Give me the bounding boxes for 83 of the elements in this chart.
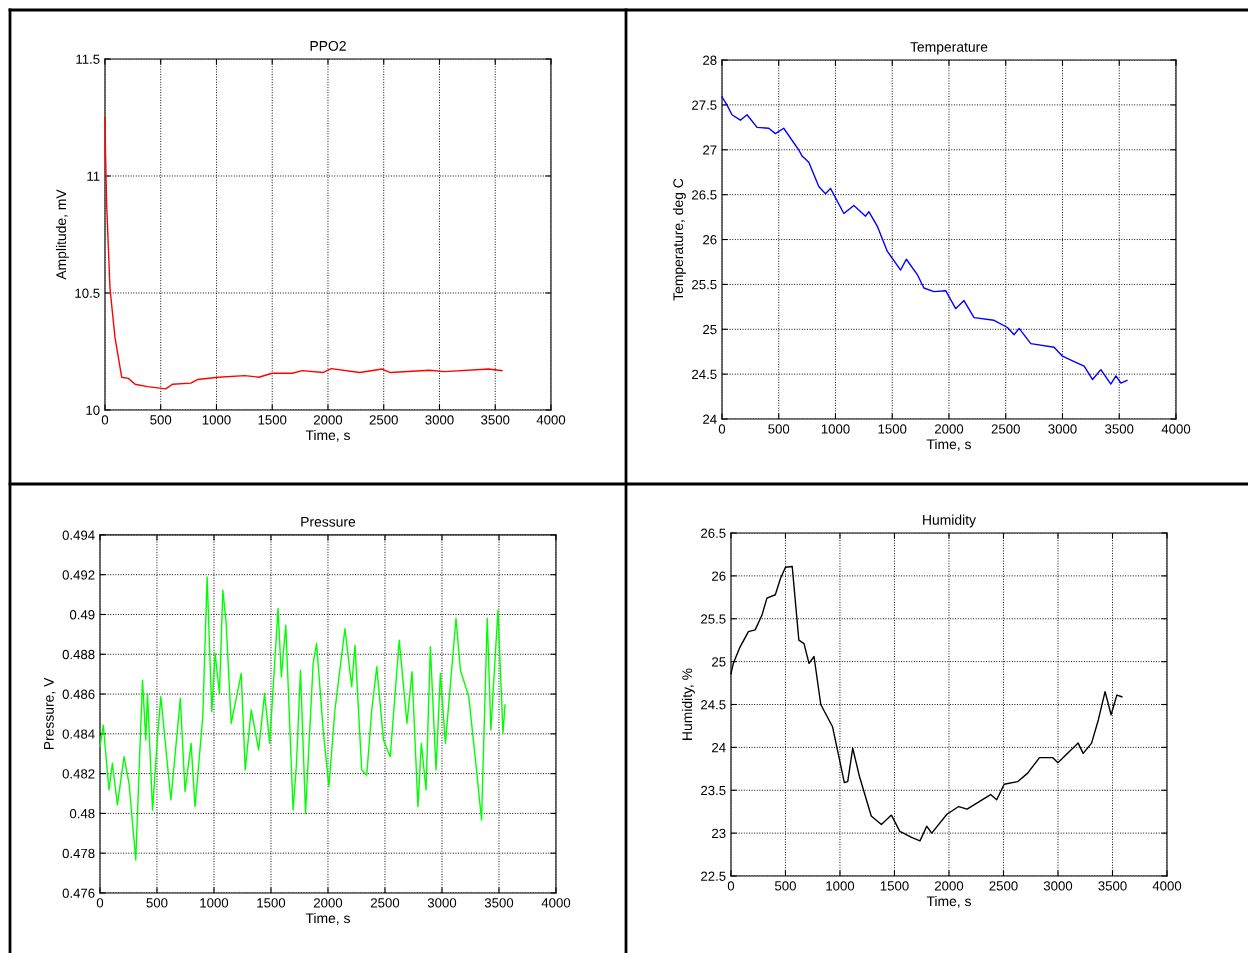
y-tick-label: 0.478 — [62, 848, 95, 859]
x-tick-label: 2500 — [991, 424, 1020, 434]
x-tick-label: 0 — [718, 424, 726, 434]
y-tick-label: 24 — [712, 742, 726, 753]
y-tick-label: 0.486 — [62, 689, 95, 699]
y-tick-label: 0.482 — [62, 769, 95, 779]
x-tick-label: 4000 — [1152, 881, 1182, 891]
y-tick-label: 0.492 — [62, 570, 95, 580]
y-tick-label: 0.476 — [62, 888, 95, 898]
y-tick-label: 24.5 — [701, 700, 726, 710]
y-axis-title: Humidity, % — [681, 668, 695, 740]
y-tick-label: 10.5 — [75, 288, 100, 298]
y-tick-label: 27.5 — [692, 100, 717, 110]
y-tick-label: 24 — [703, 414, 717, 424]
x-tick-label: 500 — [774, 881, 796, 891]
x-tick-label: 2000 — [934, 881, 964, 891]
y-tick-label: 0.494 — [62, 530, 95, 540]
y-tick-label: 11.5 — [76, 54, 100, 64]
y-tick-label: 26.5 — [692, 190, 717, 200]
x-axis-title: Time, s — [305, 912, 350, 925]
x-tick-label: 3000 — [425, 415, 454, 425]
x-tick-label: 1000 — [202, 415, 231, 425]
x-tick-label: 2000 — [934, 424, 964, 434]
x-tick-label: 2500 — [369, 415, 398, 425]
x-tick-label: 3500 — [484, 898, 514, 908]
x-tick-label: 1000 — [200, 898, 229, 908]
line-series — [721, 96, 1128, 385]
chart-title: Temperature — [910, 42, 988, 55]
x-tick-label: 3500 — [1098, 881, 1127, 891]
y-tick-label: 22.5 — [701, 871, 726, 881]
y-tick-label: 0.48 — [69, 808, 95, 819]
x-tick-label: 500 — [768, 424, 790, 434]
y-tick-label: 26 — [703, 235, 717, 245]
chart-title: Pressure — [301, 517, 356, 527]
y-axis-title: Temperature, deg C — [672, 178, 686, 301]
x-tick-label: 500 — [146, 898, 168, 908]
y-tick-label: 0.484 — [62, 729, 95, 739]
chart-title: PPO2 — [310, 40, 346, 51]
x-tick-label: 0 — [727, 881, 735, 891]
y-tick-label: 11 — [87, 171, 100, 181]
x-tick-label: 4000 — [536, 415, 566, 425]
x-tick-label: 4000 — [541, 898, 571, 908]
y-tick-label: 0.49 — [69, 610, 95, 620]
x-tick-label: 1500 — [257, 898, 286, 908]
x-tick-label: 4000 — [1161, 424, 1191, 434]
y-tick-label: 25 — [712, 657, 726, 667]
x-tick-label: 500 — [150, 415, 172, 425]
x-axis-title: Time, s — [926, 438, 971, 451]
x-axis-title: Time, s — [926, 895, 971, 908]
x-tick-label: 2500 — [370, 898, 400, 908]
x-tick-label: 1500 — [258, 415, 287, 425]
x-tick-label: 3500 — [481, 415, 510, 425]
y-tick-label: 25 — [703, 324, 717, 335]
y-tick-label: 28 — [703, 55, 717, 65]
y-tick-label: 25.5 — [701, 614, 726, 624]
y-tick-label: 26 — [712, 571, 726, 581]
x-tick-label: 1000 — [826, 881, 855, 891]
x-tick-label: 0 — [101, 415, 109, 425]
line-series — [99, 576, 506, 861]
x-tick-label: 2000 — [313, 898, 343, 908]
y-tick-label: 25.5 — [692, 279, 717, 290]
y-tick-label: 10 — [86, 405, 100, 415]
y-tick-label: 23.5 — [701, 785, 726, 796]
line-series — [104, 116, 503, 390]
x-tick-label: 3000 — [427, 898, 457, 908]
y-tick-label: 24.5 — [692, 369, 717, 380]
y-tick-label: 0.488 — [62, 649, 95, 660]
y-tick-label: 23 — [712, 828, 726, 839]
x-tick-label: 1500 — [878, 424, 907, 434]
y-tick-label: 26.5 — [701, 528, 726, 538]
y-axis-title: Pressure, V — [44, 677, 56, 750]
chart-title: Humidity — [923, 514, 976, 528]
x-tick-label: 1000 — [821, 424, 850, 434]
x-axis-title: Time, s — [305, 429, 350, 442]
y-axis-title: Amplitude, mV — [55, 189, 69, 280]
x-tick-label: 3000 — [1043, 881, 1073, 891]
x-tick-label: 3500 — [1105, 424, 1134, 434]
x-tick-label: 2500 — [989, 881, 1018, 891]
x-tick-label: 3000 — [1048, 424, 1077, 434]
x-tick-label: 2000 — [313, 415, 343, 425]
x-tick-label: 1500 — [880, 881, 909, 891]
y-tick-label: 27 — [703, 145, 717, 155]
x-tick-label: 0 — [96, 898, 104, 908]
